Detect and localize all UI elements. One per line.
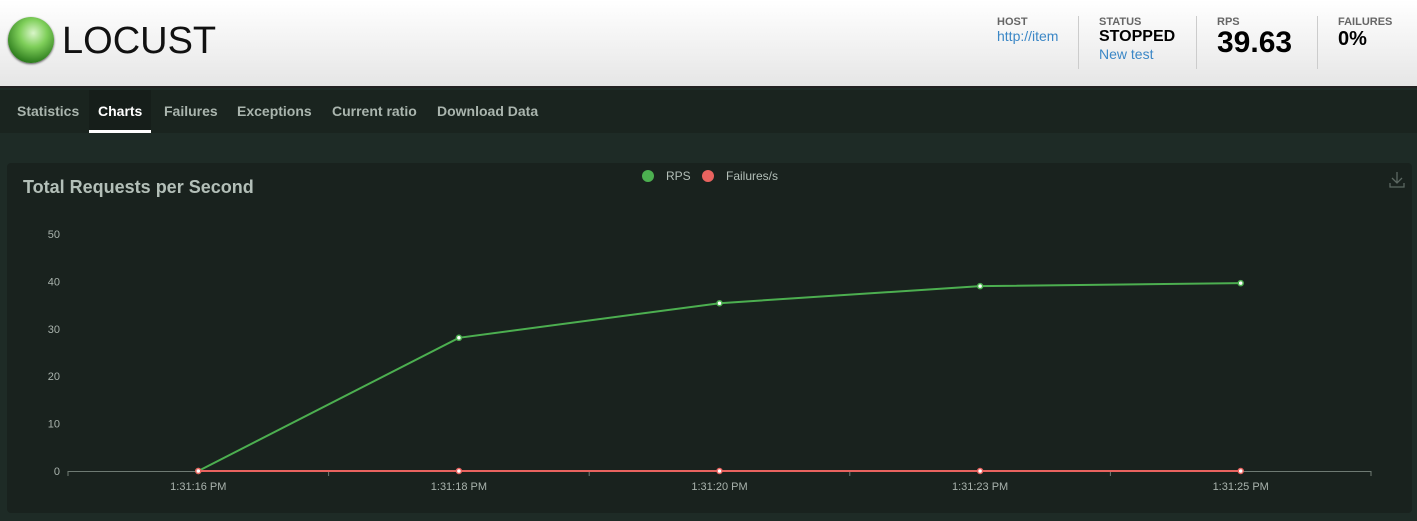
rps-label: RPS bbox=[1217, 16, 1240, 28]
tab-statistics[interactable]: Statistics bbox=[17, 103, 80, 119]
x-tick-label: 1:31:18 PM bbox=[431, 481, 487, 493]
divider bbox=[1317, 16, 1318, 69]
tab-failures[interactable]: Failures bbox=[164, 103, 218, 119]
failures-value: 0% bbox=[1338, 28, 1367, 50]
y-tick-label: 20 bbox=[48, 371, 60, 383]
x-tick-label: 1:31:23 PM bbox=[952, 481, 1008, 493]
locust-logo-icon bbox=[8, 17, 54, 63]
rps-stat: RPS 39.63 bbox=[1217, 16, 1292, 58]
data-point bbox=[455, 467, 463, 475]
logo-text: LOCUST bbox=[62, 20, 217, 62]
tab-charts[interactable]: Charts bbox=[89, 90, 152, 133]
series-line-rps bbox=[197, 282, 1241, 472]
chart-title: Total Requests per Second bbox=[23, 177, 254, 197]
tab-download-data[interactable]: Download Data bbox=[437, 103, 539, 119]
rps-value: 39.63 bbox=[1217, 26, 1293, 59]
failures-stat: FAILURES 0% bbox=[1338, 16, 1392, 51]
nav-tabs: Statistics Charts Failures Exceptions Cu… bbox=[0, 90, 1417, 133]
data-point bbox=[195, 467, 202, 475]
host-value[interactable]: http://item bbox=[997, 28, 1059, 44]
failures-label: FAILURES bbox=[1338, 16, 1393, 28]
data-point bbox=[455, 334, 463, 342]
y-tick-label: 0 bbox=[54, 466, 60, 478]
x-tick-label: 1:31:20 PM bbox=[691, 481, 747, 493]
tab-current-ratio[interactable]: Current ratio bbox=[332, 103, 417, 119]
y-tick-label: 30 bbox=[48, 324, 60, 336]
data-point bbox=[976, 467, 984, 475]
download-icon[interactable] bbox=[1389, 172, 1405, 188]
y-tick-label: 40 bbox=[48, 276, 60, 288]
divider bbox=[1196, 16, 1197, 69]
data-point bbox=[716, 467, 723, 475]
host-stat: HOST http://item bbox=[997, 16, 1058, 44]
new-test-link[interactable]: New test bbox=[1099, 46, 1154, 62]
host-label: HOST bbox=[997, 16, 1028, 28]
x-tick-label: 1:31:16 PM bbox=[170, 481, 226, 493]
data-point bbox=[1237, 279, 1244, 287]
tab-exceptions[interactable]: Exceptions bbox=[237, 103, 312, 119]
data-point bbox=[1237, 467, 1244, 475]
legend-marker bbox=[642, 170, 654, 182]
legend-marker bbox=[702, 170, 714, 182]
status-value: STOPPED bbox=[1099, 28, 1176, 45]
y-tick-label: 50 bbox=[48, 229, 60, 241]
x-tick-label: 1:31:25 PM bbox=[1213, 481, 1269, 493]
header: LOCUST HOST http://item STATUS STOPPED N… bbox=[0, 0, 1417, 88]
divider bbox=[1078, 16, 1079, 69]
legend-label: RPS bbox=[666, 169, 691, 183]
status-stat: STATUS STOPPED New test bbox=[1099, 16, 1175, 62]
data-point bbox=[716, 299, 723, 307]
y-tick-label: 10 bbox=[48, 419, 60, 431]
data-point bbox=[976, 282, 984, 290]
status-label: STATUS bbox=[1099, 16, 1142, 28]
legend-label: Failures/s bbox=[726, 169, 778, 183]
chart-card: Total Requests per Second bbox=[7, 163, 1412, 513]
